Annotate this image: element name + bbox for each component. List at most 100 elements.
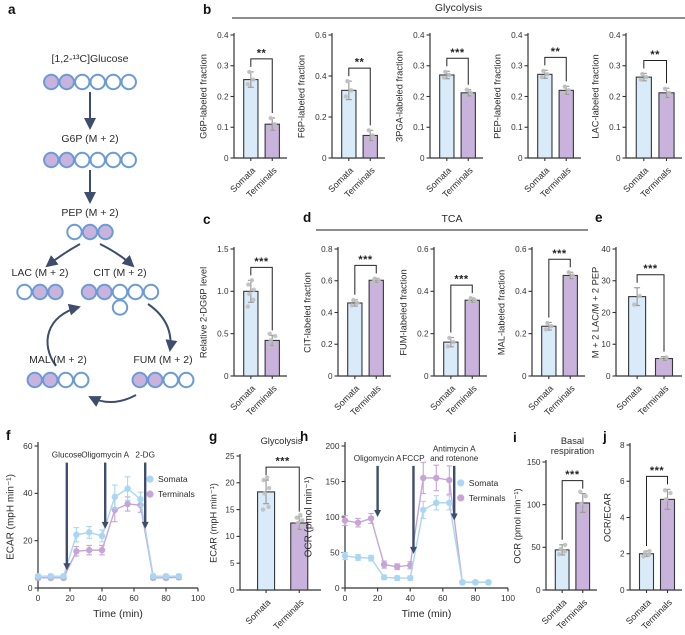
svg-text:0.2: 0.2 bbox=[315, 113, 327, 122]
svg-text:Terminals: Terminals bbox=[271, 597, 306, 632]
svg-text:Time (min): Time (min) bbox=[402, 608, 452, 620]
svg-text:20: 20 bbox=[65, 593, 75, 603]
svg-text:0.2: 0.2 bbox=[413, 92, 425, 101]
svg-text:0: 0 bbox=[518, 154, 523, 163]
svg-text:2-DG: 2-DG bbox=[135, 451, 155, 460]
svg-text:G6P-labeled fraction: G6P-labeled fraction bbox=[199, 54, 209, 139]
svg-text:150: 150 bbox=[326, 476, 340, 486]
svg-text:0.2: 0.2 bbox=[515, 329, 527, 338]
svg-text:Basal: Basal bbox=[561, 436, 584, 446]
svg-text:FUM-labeled fraction: FUM-labeled fraction bbox=[399, 269, 409, 355]
svg-text:FCCP: FCCP bbox=[402, 454, 425, 463]
svg-text:1.5: 1.5 bbox=[217, 245, 229, 254]
svg-text:0: 0 bbox=[230, 586, 235, 595]
glycolysis-section-line bbox=[232, 17, 685, 19]
svg-text:0: 0 bbox=[343, 593, 348, 603]
svg-text:25: 25 bbox=[225, 452, 235, 461]
svg-text:20: 20 bbox=[23, 535, 33, 545]
chart-g6p-labeled-fraction: 0 0.1 0.2 0.3 0.4 G6P-labeled fraction Somata T… bbox=[198, 22, 290, 200]
svg-text:F6P-labeled fraction: F6P-labeled fraction bbox=[297, 55, 307, 138]
panel-label-c: c bbox=[203, 212, 211, 227]
svg-text:100: 100 bbox=[326, 512, 340, 522]
svg-text:8: 8 bbox=[620, 441, 625, 450]
svg-text:0.4: 0.4 bbox=[515, 287, 527, 296]
svg-text:60: 60 bbox=[438, 593, 448, 603]
svg-text:Glycolysis: Glycolysis bbox=[261, 436, 303, 446]
svg-text:0.6: 0.6 bbox=[315, 31, 327, 40]
panel-label-a: a bbox=[8, 2, 16, 17]
svg-text:**: ** bbox=[551, 46, 561, 58]
svg-text:0: 0 bbox=[322, 154, 327, 163]
svg-text:Oligomycin A: Oligomycin A bbox=[81, 451, 129, 460]
svg-text:0.1: 0.1 bbox=[609, 123, 621, 132]
panel-label-d: d bbox=[303, 210, 312, 225]
svg-text:MAL (M + 2): MAL (M + 2) bbox=[29, 354, 87, 366]
svg-text:0.4: 0.4 bbox=[413, 31, 425, 40]
svg-text:0: 0 bbox=[606, 372, 611, 381]
svg-text:0.4: 0.4 bbox=[315, 72, 327, 81]
svg-text:40: 40 bbox=[601, 245, 611, 254]
svg-text:6: 6 bbox=[620, 477, 625, 486]
svg-text:80: 80 bbox=[471, 593, 481, 603]
svg-text:***: *** bbox=[254, 256, 269, 268]
svg-text:***: *** bbox=[565, 469, 580, 481]
chart-lac-labeled-fraction: 0 0.1 0.2 0.3 0.4 LAC-labeled fraction Somata T… bbox=[590, 22, 685, 200]
svg-text:PEP (M + 2): PEP (M + 2) bbox=[61, 207, 118, 219]
chart-ocr-timecourse: 0 50 100 150 200 0 20 40 60 80 100 Time (min) OCR (p… bbox=[302, 432, 516, 632]
svg-text:20: 20 bbox=[225, 479, 235, 488]
svg-text:FUM (M + 2): FUM (M + 2) bbox=[133, 354, 192, 366]
svg-text:M + 2 LAC/M + 2 PEP: M + 2 LAC/M + 2 PEP bbox=[591, 267, 601, 358]
svg-text:Relative 2-DG6P level: Relative 2-DG6P level bbox=[199, 267, 209, 358]
svg-text:0: 0 bbox=[224, 154, 229, 163]
svg-text:0.4: 0.4 bbox=[321, 308, 333, 317]
svg-text:Terminals: Terminals bbox=[158, 489, 195, 499]
svg-text:4: 4 bbox=[620, 513, 625, 522]
svg-text:20: 20 bbox=[601, 308, 611, 317]
panel-label-h: h bbox=[300, 429, 309, 444]
svg-text:5: 5 bbox=[230, 559, 235, 568]
svg-text:1.0: 1.0 bbox=[217, 287, 229, 296]
svg-text:***: *** bbox=[450, 47, 465, 59]
svg-text:10: 10 bbox=[601, 340, 611, 349]
svg-text:***: *** bbox=[650, 465, 665, 477]
svg-text:***: *** bbox=[643, 263, 658, 275]
svg-text:60: 60 bbox=[129, 593, 139, 603]
panel-label-b: b bbox=[203, 2, 212, 17]
svg-text:Antimycin A: Antimycin A bbox=[433, 444, 476, 453]
svg-text:Oligomycin A: Oligomycin A bbox=[354, 454, 402, 463]
svg-text:30: 30 bbox=[601, 277, 611, 286]
svg-text:0.8: 0.8 bbox=[321, 245, 333, 254]
chart-cit-labeled-fraction: 0 0.2 0.4 0.6 0.8 CIT-labeled fraction Somata T… bbox=[302, 236, 394, 418]
svg-text:***: *** bbox=[552, 248, 567, 260]
chart-m2lac-m2pep-ratio: 0 10 20 30 40 M + 2 LAC/M + 2 PEP Somata Termin… bbox=[590, 236, 685, 418]
svg-text:0: 0 bbox=[522, 372, 527, 381]
svg-text:10: 10 bbox=[225, 532, 235, 541]
svg-text:***: *** bbox=[454, 274, 469, 286]
chart-relative-2dg6p-level: 0 0.5 1.0 1.5 Relative 2-DG6P level Somata Ter… bbox=[198, 236, 290, 418]
chart-ecar-timecourse: 0 20 40 60 0 20 40 60 80 100 Time (min) ECAR (mpH m… bbox=[4, 432, 206, 632]
svg-text:0: 0 bbox=[36, 593, 41, 603]
svg-text:0: 0 bbox=[620, 586, 625, 595]
svg-text:0.4: 0.4 bbox=[417, 287, 429, 296]
svg-text:***: *** bbox=[358, 254, 373, 266]
svg-text:ECAR (mpH min⁻¹): ECAR (mpH min⁻¹) bbox=[209, 483, 219, 563]
svg-text:0: 0 bbox=[616, 154, 621, 163]
svg-text:OCR (pmol min⁻¹): OCR (pmol min⁻¹) bbox=[304, 477, 315, 558]
svg-text:60: 60 bbox=[23, 441, 33, 451]
svg-text:0: 0 bbox=[224, 372, 229, 381]
svg-text:0.4: 0.4 bbox=[511, 31, 523, 40]
svg-text:Somata: Somata bbox=[469, 478, 499, 488]
svg-text:40: 40 bbox=[97, 593, 107, 603]
svg-text:0.3: 0.3 bbox=[511, 62, 523, 71]
glycolysis-section-title: Glycolysis bbox=[434, 2, 483, 14]
svg-text:LAC (M + 2): LAC (M + 2) bbox=[12, 267, 69, 279]
svg-text:***: *** bbox=[275, 456, 290, 468]
svg-text:0.6: 0.6 bbox=[321, 277, 333, 286]
svg-text:MAL-labeled fraction: MAL-labeled fraction bbox=[497, 270, 507, 355]
svg-text:Somata: Somata bbox=[158, 474, 188, 484]
svg-text:G6P (M + 2): G6P (M + 2) bbox=[61, 133, 118, 145]
svg-text:**: ** bbox=[650, 49, 660, 61]
svg-text:0.4: 0.4 bbox=[609, 31, 621, 40]
svg-text:200: 200 bbox=[326, 441, 340, 451]
svg-text:0.1: 0.1 bbox=[413, 123, 425, 132]
